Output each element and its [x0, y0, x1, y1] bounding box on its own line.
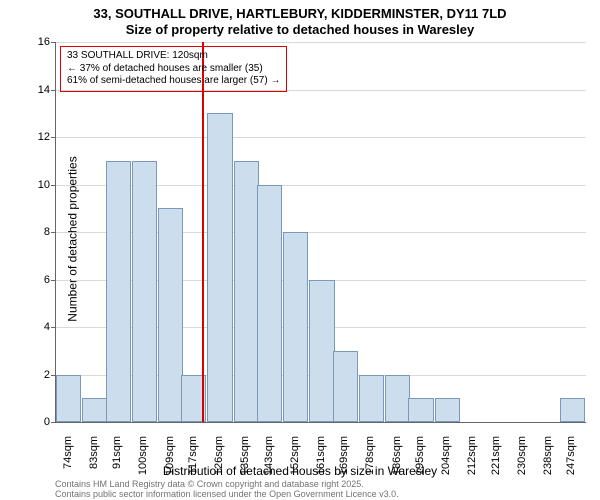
- histogram-bar: [106, 161, 131, 422]
- histogram-bar: [309, 280, 334, 423]
- y-tick-label: 16: [30, 36, 50, 48]
- y-tick-label: 10: [30, 179, 50, 191]
- annotation-line3: 61% of semi-detached houses are larger (…: [67, 75, 280, 88]
- footer-line2: Contains public sector information licen…: [55, 490, 399, 500]
- annotation-line1: 33 SOUTHALL DRIVE: 120sqm: [67, 50, 280, 63]
- x-tick-label: 152sqm: [289, 436, 301, 486]
- histogram-bar: [333, 351, 358, 422]
- x-tick-label: 91sqm: [111, 436, 123, 486]
- histogram-bar: [359, 375, 384, 423]
- x-tick-label: 195sqm: [414, 436, 426, 486]
- chart-title-line1: 33, SOUTHALL DRIVE, HARTLEBURY, KIDDERMI…: [0, 6, 600, 21]
- x-tick-label: 186sqm: [391, 436, 403, 486]
- x-tick-label: 100sqm: [137, 436, 149, 486]
- histogram-bar: [56, 375, 81, 423]
- histogram-bar: [207, 113, 232, 422]
- x-tick-label: 117sqm: [187, 436, 199, 486]
- property-marker-line: [202, 42, 204, 422]
- x-tick-label: 212sqm: [466, 436, 478, 486]
- histogram-bar: [385, 375, 410, 423]
- y-tick-mark: [51, 375, 55, 376]
- x-tick-label: 238sqm: [542, 436, 554, 486]
- plot-area: 33 SOUTHALL DRIVE: 120sqm ← 37% of detac…: [55, 42, 586, 423]
- x-tick-label: 161sqm: [315, 436, 327, 486]
- annotation-line2: ← 37% of detached houses are smaller (35…: [67, 63, 280, 76]
- x-tick-label: 135sqm: [239, 436, 251, 486]
- x-tick-label: 169sqm: [338, 436, 350, 486]
- x-tick-label: 204sqm: [440, 436, 452, 486]
- histogram-bar: [132, 161, 157, 422]
- y-tick-mark: [51, 327, 55, 328]
- y-tick-mark: [51, 185, 55, 186]
- histogram-bar: [82, 398, 107, 422]
- y-tick-label: 12: [30, 131, 50, 143]
- x-tick-label: 221sqm: [490, 436, 502, 486]
- y-tick-label: 6: [30, 274, 50, 286]
- x-tick-label: 143sqm: [263, 436, 275, 486]
- x-tick-label: 247sqm: [565, 436, 577, 486]
- x-tick-label: 126sqm: [213, 436, 225, 486]
- histogram-bar: [408, 398, 433, 422]
- y-tick-mark: [51, 422, 55, 423]
- histogram-bar: [234, 161, 259, 422]
- histogram-bar: [257, 185, 282, 423]
- x-tick-label: 178sqm: [364, 436, 376, 486]
- y-tick-mark: [51, 232, 55, 233]
- histogram-bar: [158, 208, 183, 422]
- y-tick-mark: [51, 42, 55, 43]
- y-tick-label: 8: [30, 226, 50, 238]
- property-size-histogram: 33, SOUTHALL DRIVE, HARTLEBURY, KIDDERMI…: [0, 0, 600, 500]
- x-tick-label: 230sqm: [516, 436, 528, 486]
- y-tick-label: 14: [30, 84, 50, 96]
- x-tick-label: 74sqm: [62, 436, 74, 486]
- gridline: [56, 42, 586, 43]
- y-tick-mark: [51, 280, 55, 281]
- y-tick-label: 0: [30, 416, 50, 428]
- y-tick-mark: [51, 90, 55, 91]
- annotation-box: 33 SOUTHALL DRIVE: 120sqm ← 37% of detac…: [60, 46, 287, 92]
- y-tick-mark: [51, 137, 55, 138]
- histogram-bar: [560, 398, 585, 422]
- x-tick-label: 83sqm: [88, 436, 100, 486]
- gridline: [56, 137, 586, 138]
- histogram-bar: [435, 398, 460, 422]
- y-tick-label: 2: [30, 369, 50, 381]
- chart-title-line2: Size of property relative to detached ho…: [0, 22, 600, 37]
- y-tick-label: 4: [30, 321, 50, 333]
- histogram-bar: [283, 232, 308, 422]
- x-tick-label: 109sqm: [164, 436, 176, 486]
